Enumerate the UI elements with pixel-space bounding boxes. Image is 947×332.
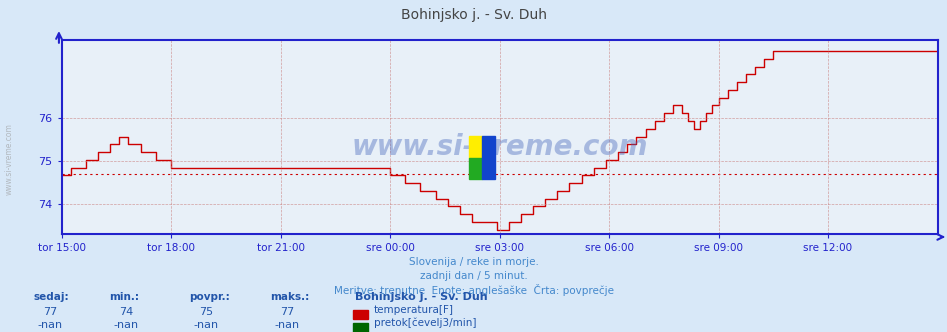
Text: maks.:: maks.: [270, 292, 309, 302]
Text: -nan: -nan [275, 320, 299, 330]
Text: www.si-vreme.com: www.si-vreme.com [351, 133, 648, 161]
Text: povpr.:: povpr.: [189, 292, 230, 302]
Text: min.:: min.: [109, 292, 139, 302]
Text: pretok[čevelj3/min]: pretok[čevelj3/min] [374, 317, 476, 328]
Text: 77: 77 [43, 307, 58, 317]
Text: Bohinjsko j. - Sv. Duh: Bohinjsko j. - Sv. Duh [401, 8, 546, 22]
Text: www.si-vreme.com: www.si-vreme.com [5, 124, 14, 195]
Text: zadnji dan / 5 minut.: zadnji dan / 5 minut. [420, 271, 527, 281]
Text: sedaj:: sedaj: [33, 292, 69, 302]
Text: Slovenija / reke in morje.: Slovenija / reke in morje. [408, 257, 539, 267]
Text: -nan: -nan [38, 320, 63, 330]
Text: temperatura[F]: temperatura[F] [374, 305, 454, 315]
Text: Bohinjsko j. - Sv. Duh: Bohinjsko j. - Sv. Duh [355, 292, 488, 302]
Text: -nan: -nan [114, 320, 138, 330]
Text: 74: 74 [118, 307, 134, 317]
Text: -nan: -nan [194, 320, 219, 330]
Text: 77: 77 [279, 307, 295, 317]
Text: Meritve: trenutne  Enote: anglešaške  Črta: povprečje: Meritve: trenutne Enote: anglešaške Črta… [333, 284, 614, 296]
Text: 75: 75 [200, 307, 213, 317]
